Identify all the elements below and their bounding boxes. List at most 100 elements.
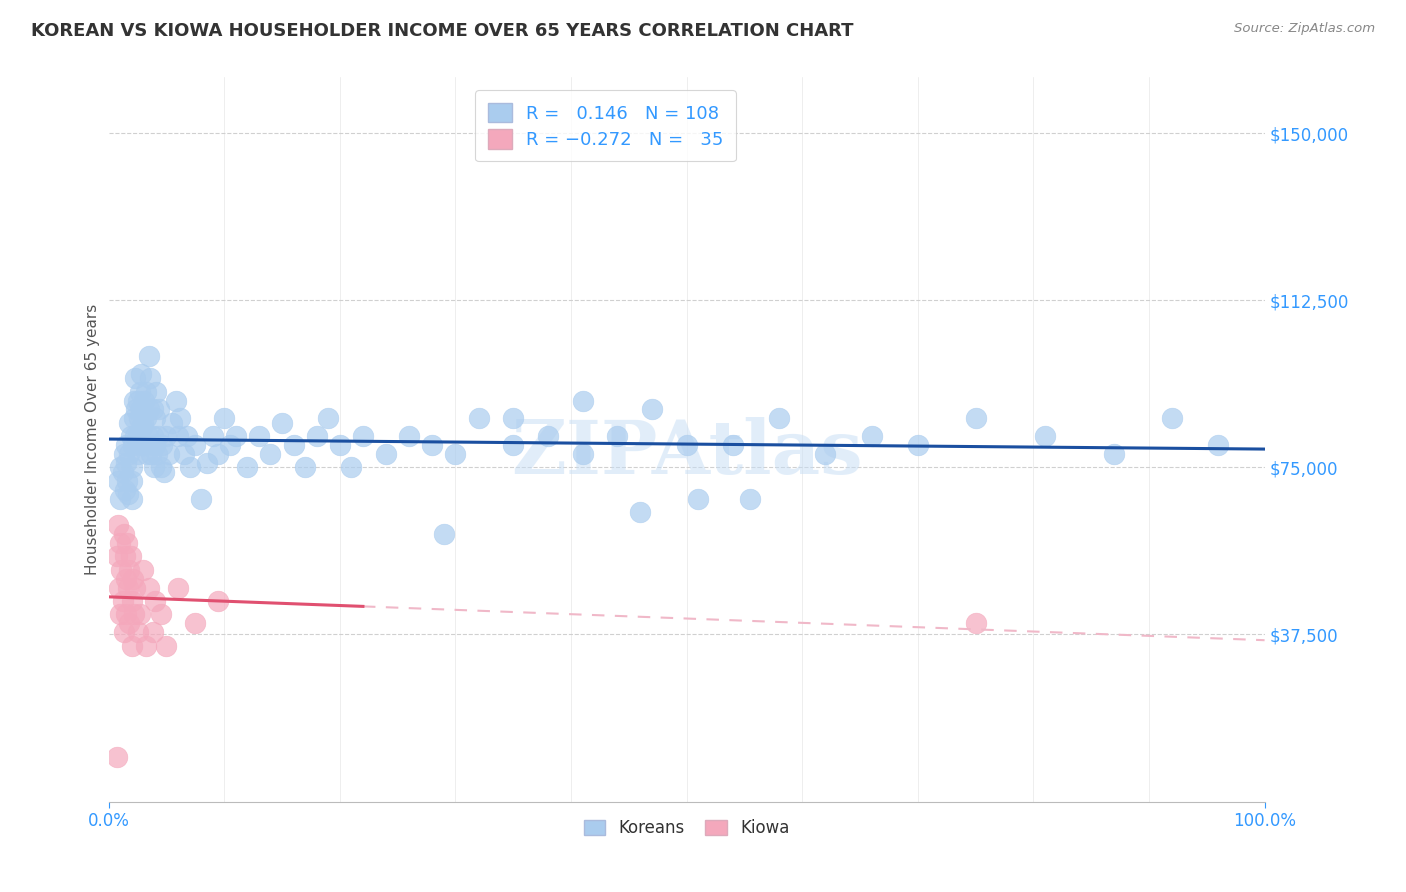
Point: [129, 402, 152, 417]
Point: [108, 491, 131, 506]
Point: [134, 393, 156, 408]
Point: [128, 607, 150, 622]
Point: [641, 402, 664, 417]
Point: [814, 447, 837, 461]
Point: [121, 639, 143, 653]
Point: [141, 447, 163, 461]
Point: [1104, 447, 1126, 461]
Point: [207, 447, 229, 461]
Point: [142, 402, 165, 417]
Point: [149, 607, 172, 622]
Point: [740, 491, 762, 506]
Point: [120, 549, 142, 564]
Point: [118, 563, 141, 577]
Point: [340, 460, 363, 475]
Point: [606, 429, 628, 443]
Point: [721, 438, 744, 452]
Point: [316, 411, 339, 425]
Point: [111, 594, 134, 608]
Point: [176, 429, 198, 443]
Point: [169, 411, 191, 425]
Point: [124, 429, 146, 443]
Point: [195, 456, 218, 470]
Point: [537, 429, 560, 443]
Point: [115, 572, 138, 586]
Point: [329, 438, 352, 452]
Point: [142, 625, 165, 640]
Point: [108, 581, 131, 595]
Point: [150, 438, 173, 452]
Point: [294, 460, 316, 475]
Point: [225, 429, 247, 443]
Point: [115, 456, 138, 470]
Point: [138, 349, 160, 363]
Point: [138, 581, 160, 595]
Point: [117, 581, 139, 595]
Point: [117, 487, 139, 501]
Point: [259, 447, 281, 461]
Point: [184, 438, 207, 452]
Point: [375, 447, 398, 461]
Point: [105, 750, 128, 764]
Point: [110, 563, 132, 577]
Point: [907, 438, 929, 452]
Point: [179, 460, 201, 475]
Point: [352, 429, 374, 443]
Point: [115, 536, 138, 550]
Point: [125, 402, 148, 417]
Point: [105, 549, 128, 564]
Point: [148, 402, 170, 417]
Point: [118, 447, 141, 461]
Point: [122, 411, 145, 425]
Point: [108, 536, 131, 550]
Point: [132, 416, 155, 430]
Point: [157, 447, 180, 461]
Point: [124, 371, 146, 385]
Point: [135, 639, 157, 653]
Point: [139, 371, 162, 385]
Point: [247, 429, 270, 443]
Legend: Koreans, Kiowa: Koreans, Kiowa: [576, 813, 796, 844]
Point: [122, 438, 145, 452]
Point: [160, 416, 183, 430]
Point: [112, 527, 135, 541]
Point: [145, 384, 167, 399]
Point: [305, 429, 328, 443]
Point: [142, 460, 165, 475]
Point: [132, 438, 155, 452]
Point: [146, 447, 169, 461]
Point: [212, 411, 235, 425]
Point: [149, 460, 172, 475]
Point: [219, 438, 242, 452]
Point: [107, 474, 129, 488]
Point: [155, 429, 177, 443]
Point: [122, 393, 145, 408]
Point: [1033, 429, 1056, 443]
Point: [190, 491, 212, 506]
Point: [688, 491, 710, 506]
Point: [142, 429, 165, 443]
Point: [155, 639, 177, 653]
Point: [502, 411, 524, 425]
Point: [115, 474, 138, 488]
Point: [768, 411, 790, 425]
Point: [201, 429, 224, 443]
Point: [965, 616, 987, 631]
Point: [467, 411, 489, 425]
Point: [114, 483, 136, 497]
Point: [628, 505, 651, 519]
Point: [111, 465, 134, 479]
Point: [129, 367, 152, 381]
Point: [136, 429, 159, 443]
Point: [107, 518, 129, 533]
Point: [135, 384, 157, 399]
Point: [112, 447, 135, 461]
Point: [115, 438, 138, 452]
Point: [165, 393, 187, 408]
Y-axis label: Householder Income Over 65 years: Householder Income Over 65 years: [86, 304, 100, 575]
Point: [173, 447, 195, 461]
Point: [127, 429, 149, 443]
Point: [121, 594, 143, 608]
Point: [115, 607, 138, 622]
Point: [283, 438, 305, 452]
